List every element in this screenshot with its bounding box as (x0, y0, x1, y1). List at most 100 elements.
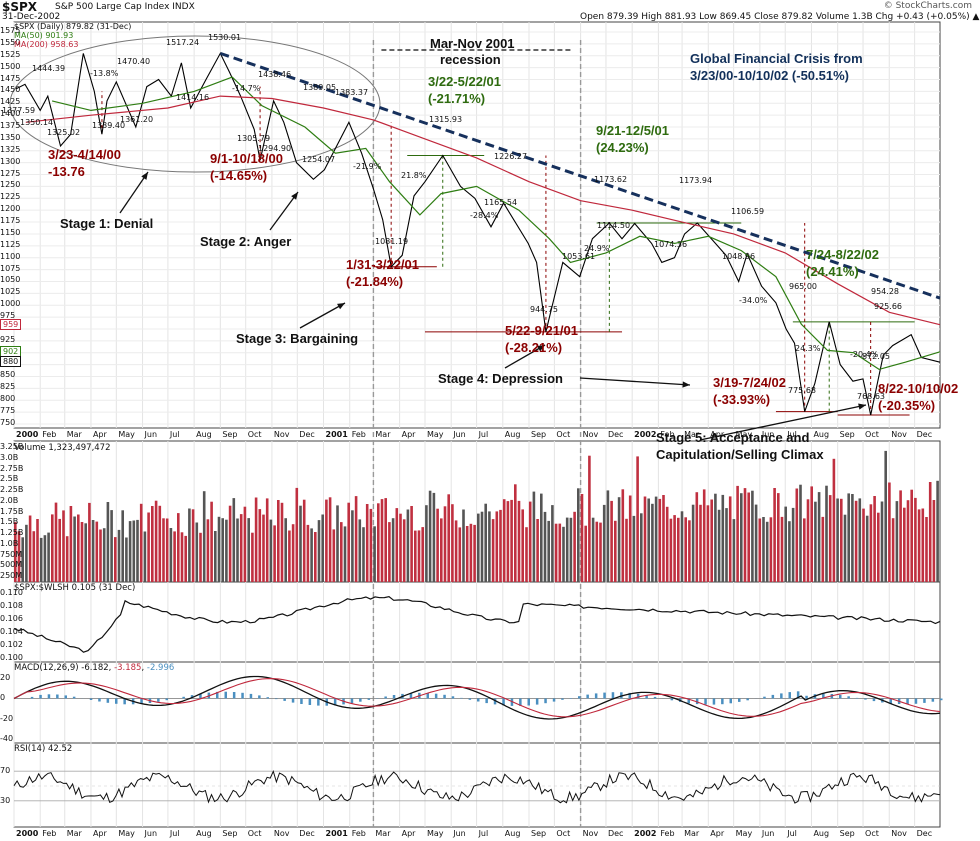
macd-histogram-bar (906, 698, 909, 705)
volume-bar (251, 532, 254, 582)
volume-bar (614, 520, 617, 582)
ann-stage3: Stage 3: Bargaining (236, 331, 359, 346)
volume-bar (73, 516, 76, 582)
quote-stats: Open 879.39 High 881.93 Low 869.45 Close… (580, 12, 980, 22)
volume-tick: 500M (0, 560, 23, 570)
x-tick-label-bottom: Oct (247, 829, 262, 838)
volume-bar (351, 510, 354, 582)
volume-bar (895, 501, 899, 582)
spx-price-line (15, 52, 941, 416)
price-label: 1106.59 (731, 207, 765, 216)
macd-line (13, 675, 941, 720)
volume-bar (717, 509, 721, 582)
volume-bar (777, 493, 780, 582)
price-label: 1165.54 (484, 198, 518, 207)
volume-bar (740, 493, 743, 582)
volume-bar (840, 498, 843, 582)
macd-histogram-bar (544, 698, 547, 704)
x-tick-label-bottom: 2001 (325, 829, 348, 838)
ann-p8: 3/19-7/24/02 (713, 375, 787, 390)
volume-bar (391, 518, 395, 582)
x-tick-label-bottom: Mar (375, 829, 391, 838)
macd-histogram-bar (535, 698, 539, 705)
x-tick-label: Aug (196, 430, 212, 439)
x-tick-label: Apr (401, 430, 416, 439)
volume-bar (380, 499, 384, 582)
ma50-line (51, 76, 941, 371)
volume-bar (458, 527, 462, 582)
ann-p1b: -13.76 (48, 164, 85, 179)
volume-bar (569, 517, 573, 582)
volume-bar (451, 504, 454, 582)
macd-tick: -20 (0, 713, 14, 723)
volume-bar (43, 535, 47, 582)
price-label: -28.4% (470, 211, 499, 220)
macd-histogram-bar (687, 698, 690, 704)
price-label: 1074.36 (654, 240, 688, 249)
volume-bar (377, 503, 380, 582)
price-label: 965.00 (789, 282, 817, 291)
macd-histogram-bar (165, 698, 168, 701)
price-label: 1444.39 (32, 64, 66, 73)
volume-bar (154, 500, 158, 582)
volume-bar (17, 531, 21, 582)
volume-bar (306, 524, 310, 582)
volume-bar (914, 497, 917, 582)
volume-bar (628, 495, 632, 582)
x-tick-label: Nov (582, 430, 599, 439)
volume-bar (106, 502, 110, 582)
rsi-line (13, 769, 941, 804)
volume-bar (814, 501, 817, 582)
volume-bar (221, 518, 224, 582)
volume-bar (602, 504, 606, 582)
volume-bar (162, 518, 165, 582)
volume-tick: 2.0B (0, 495, 19, 505)
x-tick-label-bottom: Dec (299, 829, 315, 838)
x-tick-label: Aug (813, 430, 830, 439)
legend-entry: MA(200) 958.63 (14, 40, 79, 49)
volume-bar (828, 495, 832, 582)
price-label: 24.9% (584, 244, 610, 253)
volume-bar (528, 501, 532, 582)
macd-signal-line (13, 678, 941, 718)
volume-bar (36, 519, 39, 582)
volume-tick: 3.0B (0, 452, 19, 462)
volume-bar (317, 520, 321, 582)
macd-histogram-bar (628, 692, 631, 699)
macd-histogram-bar (232, 692, 236, 699)
macd-histogram-bar (434, 693, 438, 699)
macd-histogram-bar (384, 696, 387, 699)
y-tick-label: 1150 (0, 227, 21, 237)
volume-bar (632, 515, 636, 582)
price-label: 21.8% (401, 171, 427, 180)
volume-bar (414, 530, 417, 582)
volume-bar (302, 499, 306, 582)
price-label: 1315.93 (429, 115, 463, 124)
volume-bar (525, 527, 528, 582)
macd-histogram-bar (199, 693, 202, 699)
x-tick-label: Jun (761, 430, 775, 439)
volume-bar (925, 517, 928, 582)
volume-bar (562, 526, 565, 582)
x-tick-label: Sep (839, 430, 855, 439)
volume-bar (888, 482, 891, 582)
volume-bar (473, 524, 476, 582)
x-tick-label: Apr (710, 430, 725, 439)
main-legend: $SPX (Daily) 879.82 (31-Dec) MA(50) 901.9… (14, 22, 131, 49)
volume-bar (677, 517, 680, 582)
macd-histogram-bar (258, 695, 261, 699)
volume-bar (62, 510, 65, 582)
stage3-arrow-head (337, 303, 345, 310)
x-tick-label: Feb (660, 430, 675, 439)
volume-bar (725, 508, 728, 582)
volume-bar (51, 514, 54, 582)
volume-bar (784, 506, 787, 582)
macd-histogram-bar (805, 695, 808, 699)
x-tick-label-bottom: 2000 (16, 829, 39, 838)
y-tick-label: 1400 (0, 109, 21, 119)
y-tick-label: 850 (0, 370, 16, 380)
x-tick-label-bottom: Nov (273, 829, 290, 838)
volume-bar (780, 516, 784, 582)
x-tick-label-bottom: Sep (531, 829, 547, 838)
x-tick-label-bottom: Feb (660, 829, 675, 838)
